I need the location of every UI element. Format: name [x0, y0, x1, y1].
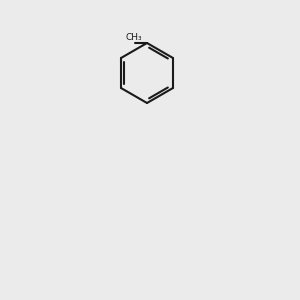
Text: CH₃: CH₃: [126, 33, 142, 42]
